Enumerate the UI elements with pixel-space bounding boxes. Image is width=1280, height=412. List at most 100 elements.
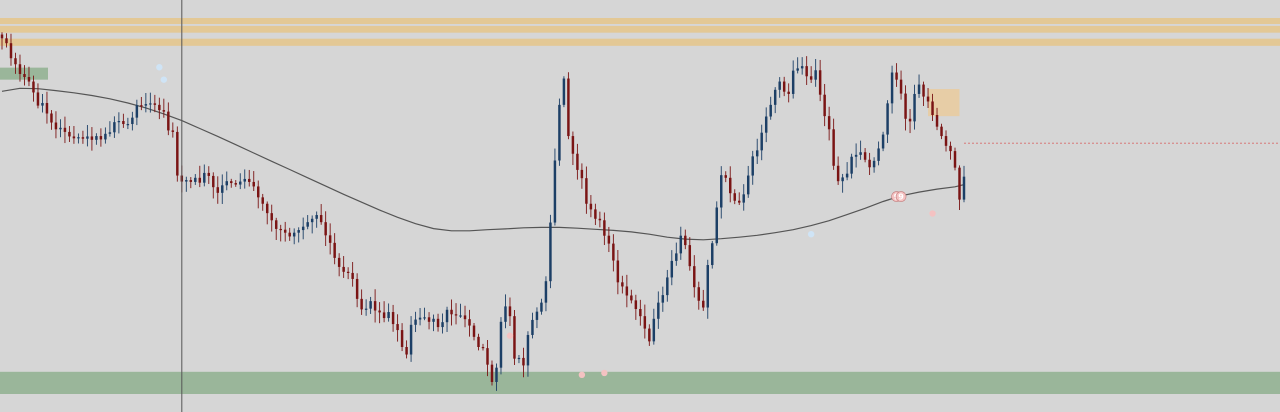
candle <box>737 192 741 206</box>
candle <box>913 84 916 130</box>
candle-body <box>499 321 503 368</box>
signal-marker <box>156 64 163 71</box>
candles-layer <box>0 32 966 391</box>
candle-body <box>230 181 233 184</box>
candle-body <box>881 134 885 149</box>
candle <box>265 201 269 225</box>
candle <box>18 54 22 82</box>
candle-body <box>104 133 107 140</box>
candle <box>841 173 844 193</box>
candle-body <box>234 183 237 185</box>
candle-body <box>23 74 26 78</box>
candle <box>243 169 246 189</box>
candle-body <box>958 167 961 200</box>
candle <box>899 70 903 100</box>
candle-body <box>256 186 260 198</box>
candle <box>144 92 148 113</box>
candle-body <box>558 104 561 161</box>
candle <box>823 83 826 127</box>
candle-body <box>630 295 633 301</box>
candle-body <box>580 169 584 179</box>
candle <box>751 150 754 185</box>
candle-body <box>526 334 530 366</box>
candle-body <box>760 132 763 151</box>
candle-body <box>729 177 732 194</box>
candle <box>832 118 835 170</box>
candle-body <box>706 265 710 308</box>
candle <box>634 294 638 320</box>
candle <box>189 177 193 189</box>
candle-body <box>504 306 507 322</box>
candle <box>598 211 602 228</box>
candle <box>306 215 309 230</box>
candle <box>679 226 683 260</box>
candle <box>382 301 386 323</box>
candle <box>414 311 417 333</box>
candle <box>639 299 642 326</box>
candle <box>733 189 736 205</box>
candle <box>450 299 453 326</box>
candle-body <box>787 91 790 94</box>
candle-body <box>746 175 750 195</box>
candle-body <box>549 222 552 282</box>
candle <box>612 234 615 272</box>
candle <box>328 223 332 255</box>
candle <box>729 166 732 203</box>
candle <box>773 87 777 114</box>
candle <box>153 94 157 113</box>
signal-marker-dot <box>807 231 815 238</box>
candle-body <box>890 72 894 104</box>
candle <box>36 83 40 109</box>
candle <box>886 100 889 143</box>
candle-body <box>185 180 188 182</box>
candle-body <box>274 220 278 229</box>
candle-body <box>522 357 525 366</box>
candle <box>108 121 112 137</box>
candle <box>194 174 197 185</box>
candle <box>270 204 273 232</box>
candle-body <box>225 181 229 186</box>
candle-body <box>648 328 651 342</box>
moving-average-line <box>1 87 965 241</box>
candle-body <box>872 160 876 168</box>
candle <box>553 148 557 226</box>
candle-body <box>868 159 871 168</box>
candle-body <box>32 81 35 93</box>
candle-body <box>63 127 67 132</box>
candle-body <box>342 266 345 272</box>
candle-body <box>378 310 381 313</box>
candle <box>459 303 462 318</box>
candle <box>23 65 26 86</box>
candle <box>702 289 705 311</box>
candle-body <box>661 295 665 303</box>
candle-body <box>167 111 170 131</box>
candle <box>742 184 745 211</box>
candle <box>796 57 799 74</box>
candle-body <box>207 172 211 176</box>
candle-body <box>9 43 13 59</box>
candle-body <box>899 79 903 94</box>
candle-body <box>517 357 521 360</box>
candle <box>72 125 76 144</box>
candle <box>580 163 584 189</box>
candle <box>113 116 116 138</box>
candle <box>149 92 152 113</box>
candle <box>32 75 35 102</box>
candle-body <box>149 103 152 105</box>
candle <box>836 156 840 185</box>
candle <box>953 147 957 171</box>
candle-body <box>243 178 246 182</box>
candle-body <box>310 218 314 223</box>
candle <box>868 152 871 175</box>
candle <box>589 195 593 218</box>
candle-body <box>877 148 880 161</box>
candle <box>27 66 31 87</box>
candle <box>562 76 566 108</box>
candle <box>230 178 233 188</box>
candle-body <box>144 104 148 106</box>
candle-body <box>486 348 489 365</box>
candle <box>724 171 727 183</box>
candle <box>571 131 575 166</box>
